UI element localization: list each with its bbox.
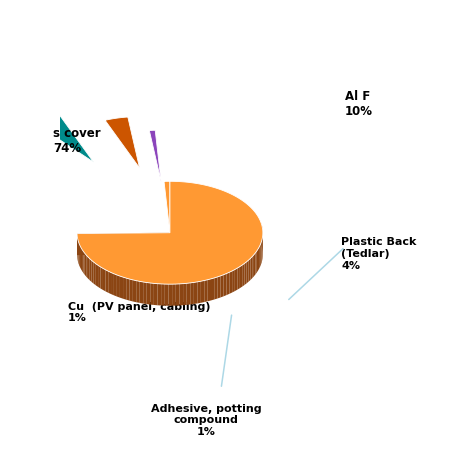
Polygon shape [126,278,129,301]
Polygon shape [168,284,172,306]
Polygon shape [232,270,235,292]
Polygon shape [261,223,262,246]
Polygon shape [237,266,240,290]
Polygon shape [90,259,91,282]
Polygon shape [176,284,180,306]
Polygon shape [261,241,262,265]
Polygon shape [255,251,257,274]
Polygon shape [161,284,165,306]
Polygon shape [211,278,214,301]
Polygon shape [86,255,88,279]
Polygon shape [123,277,126,300]
Polygon shape [98,265,100,289]
Polygon shape [96,264,98,287]
Polygon shape [254,253,255,276]
Polygon shape [147,283,150,305]
Polygon shape [242,264,245,287]
Polygon shape [133,280,136,302]
Polygon shape [172,284,176,306]
Polygon shape [78,242,79,265]
Polygon shape [79,244,80,267]
Polygon shape [164,181,170,233]
Polygon shape [34,114,93,162]
Polygon shape [257,249,258,273]
Polygon shape [227,272,229,295]
Polygon shape [183,283,187,305]
Polygon shape [208,279,211,301]
Polygon shape [229,271,232,294]
Polygon shape [82,249,83,273]
Polygon shape [103,268,106,292]
Polygon shape [85,253,86,277]
Polygon shape [214,277,218,300]
Polygon shape [252,255,254,278]
Polygon shape [224,273,227,296]
Polygon shape [77,233,170,255]
Polygon shape [251,256,252,280]
Polygon shape [249,258,251,282]
Polygon shape [154,283,157,305]
Polygon shape [81,247,82,271]
Polygon shape [143,282,147,304]
Polygon shape [91,260,94,283]
Polygon shape [218,276,220,299]
Polygon shape [136,281,140,303]
Polygon shape [220,275,224,297]
Polygon shape [94,262,96,285]
Polygon shape [187,283,190,305]
Polygon shape [246,260,249,283]
Text: Cu  (PV panel, cabling)
1%: Cu (PV panel, cabling) 1% [68,301,210,323]
Polygon shape [180,283,183,305]
Polygon shape [259,245,260,269]
Text: s cover
74%: s cover 74% [53,127,101,155]
Text: Plastic Back
(Tedlar)
4%: Plastic Back (Tedlar) 4% [341,237,417,271]
Polygon shape [77,181,263,284]
Polygon shape [190,283,194,304]
Polygon shape [204,280,208,302]
Polygon shape [117,275,120,298]
Polygon shape [129,279,133,301]
Polygon shape [108,271,111,294]
Polygon shape [194,282,197,304]
Text: Al F
10%: Al F 10% [345,91,373,118]
Polygon shape [100,267,103,290]
Polygon shape [197,281,201,303]
Polygon shape [157,284,161,306]
Polygon shape [0,127,40,166]
Polygon shape [83,251,85,275]
Polygon shape [105,117,140,168]
Polygon shape [260,243,261,267]
Polygon shape [80,246,81,269]
Polygon shape [235,268,237,291]
Polygon shape [149,130,161,182]
Polygon shape [140,282,143,303]
Polygon shape [201,281,204,303]
Polygon shape [150,283,154,305]
Polygon shape [106,270,108,293]
Polygon shape [258,247,259,271]
Polygon shape [245,262,246,285]
Polygon shape [114,274,117,297]
Polygon shape [111,273,114,295]
Text: Adhesive, potting
compound
1%: Adhesive, potting compound 1% [151,404,262,437]
Polygon shape [120,276,123,299]
Polygon shape [240,265,242,288]
Polygon shape [165,284,168,306]
Polygon shape [88,257,90,280]
